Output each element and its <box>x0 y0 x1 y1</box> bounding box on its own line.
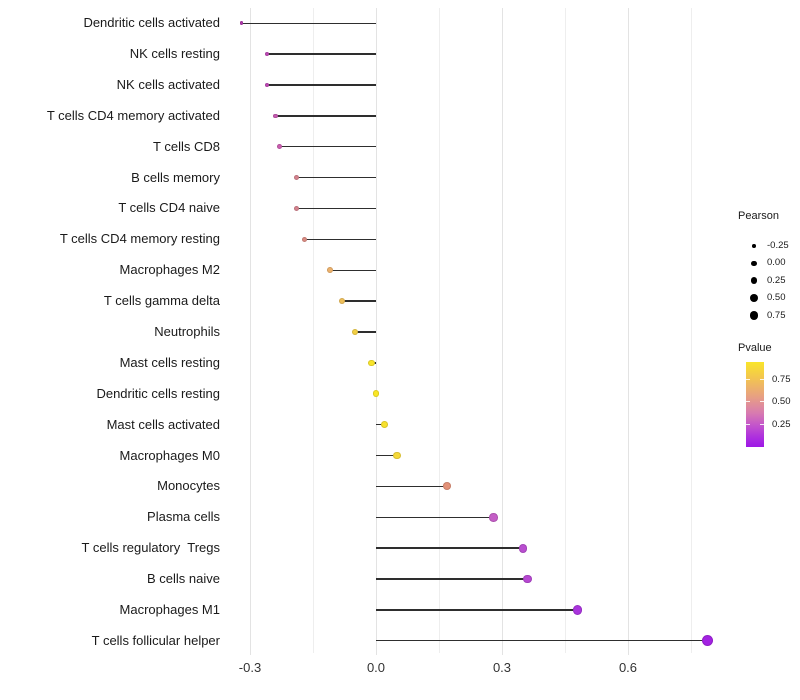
size-legend-dot <box>750 294 758 303</box>
colorbar-tick <box>746 424 750 426</box>
colorbar-value: 0.25 <box>772 419 791 431</box>
minor-gridline <box>438 8 440 653</box>
size-legend-value: 0.00 <box>767 257 786 269</box>
lollipop-stem <box>376 640 708 642</box>
minor-gridline <box>312 8 314 653</box>
data-point <box>264 82 270 88</box>
lollipop-stem <box>304 238 376 241</box>
data-point <box>522 574 532 584</box>
data-point <box>339 298 346 305</box>
category-label: T cells regulatory Tregs <box>81 540 220 556</box>
category-label: Mast cells resting <box>119 354 220 370</box>
category-label: NK cells activated <box>116 76 220 92</box>
lollipop-stem <box>355 331 376 333</box>
size-legend-dot <box>749 311 759 321</box>
major-gridline <box>627 8 629 655</box>
colorbar-tick <box>746 401 750 403</box>
lollipop-stem <box>376 485 448 488</box>
category-label: T cells gamma delta <box>103 293 220 309</box>
data-point <box>326 267 333 274</box>
data-point <box>443 482 452 491</box>
data-point <box>277 144 282 150</box>
lollipop-stem <box>296 207 376 210</box>
colorbar-tick <box>760 424 764 426</box>
data-point <box>368 359 376 367</box>
size-legend-value: 0.75 <box>767 309 786 321</box>
data-point <box>293 175 299 181</box>
size-legend-value: -0.25 <box>767 240 789 251</box>
x-axis-tick-label: 0.6 <box>618 660 638 675</box>
lollipop-stem <box>376 516 494 518</box>
category-label: Macrophages M2 <box>119 262 220 278</box>
data-point <box>239 21 244 26</box>
category-label: Monocytes <box>157 478 220 494</box>
pvalue-colorbar <box>746 362 764 447</box>
major-gridline <box>501 8 503 655</box>
category-label: NK cells resting <box>129 46 220 62</box>
pvalue-color-legend: Pvalue 0.75 0.50 0.25 <box>738 342 800 447</box>
category-label: T cells follicular helper <box>91 632 220 648</box>
data-point <box>702 635 714 647</box>
category-label: Dendritic cells resting <box>96 385 220 401</box>
lollipop-stem <box>296 176 376 179</box>
category-label: T cells CD4 memory activated <box>46 107 220 123</box>
size-legend-dot <box>752 244 756 248</box>
colorbar-tick <box>760 379 764 380</box>
category-label: Neutrophils <box>154 324 220 339</box>
data-point <box>293 205 299 212</box>
data-point <box>264 51 270 57</box>
minor-gridline <box>564 8 566 653</box>
category-label: Mast cells activated <box>106 416 220 432</box>
size-legend-dot <box>751 260 757 267</box>
data-point <box>489 513 498 522</box>
data-point <box>372 390 380 398</box>
size-legend-title: Pearson <box>738 210 779 222</box>
lollipop-stem <box>266 84 376 86</box>
color-legend-title: Pvalue <box>738 342 772 354</box>
category-label: Macrophages M1 <box>119 601 220 617</box>
data-point <box>393 451 401 460</box>
colorbar-value: 0.50 <box>772 396 791 408</box>
category-label: B cells naive <box>147 571 220 587</box>
lollipop-stem <box>275 115 376 117</box>
category-label: Dendritic cells activated <box>83 15 220 31</box>
category-label: Plasma cells <box>147 509 220 525</box>
colorbar-value: 0.75 <box>772 374 791 385</box>
lollipop-stem <box>376 578 528 580</box>
x-axis-tick-label: -0.3 <box>238 660 262 675</box>
lollipop-stem <box>376 454 397 457</box>
category-label: T cells CD4 naive <box>118 200 220 216</box>
lollipop-stem <box>342 300 376 302</box>
pearson-size-legend: Pearson -0.25 0.00 0.25 0.50 0.75 <box>738 210 798 321</box>
colorbar-tick <box>760 401 764 403</box>
lollipop-stem <box>266 53 376 55</box>
data-point <box>572 605 583 615</box>
data-point <box>301 236 308 243</box>
category-label: T cells CD8 <box>153 138 220 154</box>
major-gridline <box>375 8 377 655</box>
size-legend-value: 0.50 <box>767 292 786 304</box>
x-axis-tick-label: 0.0 <box>366 660 386 675</box>
category-label: T cells CD4 memory resting <box>59 231 220 247</box>
major-gridline <box>249 8 251 655</box>
lollipop-stem <box>376 547 523 549</box>
category-label: B cells memory <box>131 169 220 185</box>
lollipop-stem <box>279 146 376 148</box>
category-label: Macrophages M0 <box>119 447 220 463</box>
data-point <box>351 328 359 336</box>
x-axis-tick-label: 0.3 <box>492 660 512 675</box>
data-point <box>380 421 388 429</box>
size-legend-value: 0.25 <box>767 274 786 286</box>
lollipop-stem <box>376 609 578 611</box>
data-point <box>518 543 528 553</box>
lollipop-stem <box>329 269 376 271</box>
size-legend-dot <box>750 277 758 285</box>
colorbar-tick <box>746 379 750 380</box>
lollipop-stem <box>241 22 376 24</box>
minor-gridline <box>690 8 692 653</box>
data-point <box>272 113 278 119</box>
lollipop-stem <box>376 423 385 426</box>
